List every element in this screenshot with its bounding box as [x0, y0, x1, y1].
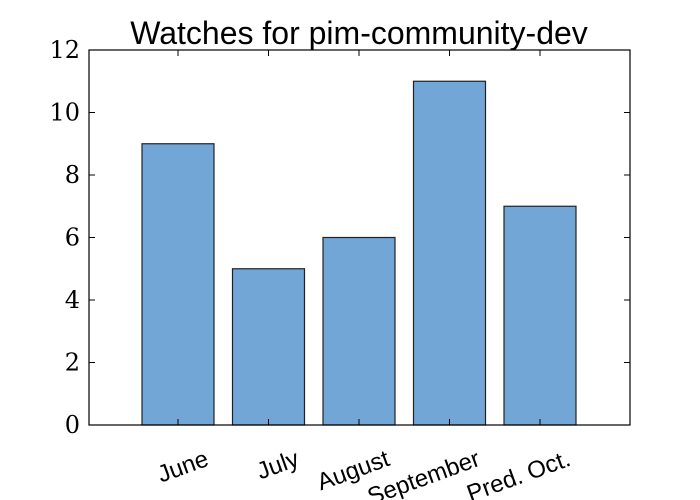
y-tick-label: 10 — [49, 99, 80, 127]
x-tick-label: Pred. Oct. — [463, 445, 574, 500]
bar-0 — [141, 143, 215, 426]
y-tick-label: 2 — [65, 349, 80, 377]
y-tick-label: 0 — [65, 411, 80, 439]
y-tick-label: 4 — [65, 286, 80, 314]
y-tick-label: 6 — [65, 224, 80, 252]
bar-4 — [503, 205, 577, 426]
y-tick-label: 8 — [65, 161, 80, 189]
bar-3 — [412, 80, 487, 426]
bar-2 — [322, 236, 396, 426]
plot-frame — [88, 49, 631, 426]
chart-title: Watches for pim-community-dev — [130, 15, 588, 51]
y-tick-label: 12 — [49, 36, 80, 64]
y-axis: 0 2 4 6 8 10 12 — [49, 36, 630, 439]
bar-1 — [231, 268, 306, 426]
x-tick-label: July — [253, 445, 302, 485]
x-tick-label: June — [154, 445, 212, 488]
bar-group — [141, 80, 577, 426]
